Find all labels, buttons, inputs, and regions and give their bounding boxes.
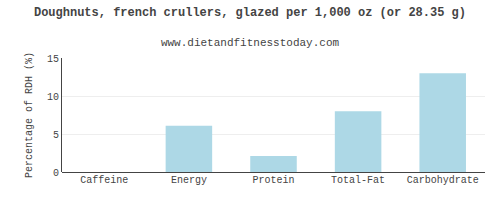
- svg-text:10: 10: [47, 92, 59, 103]
- svg-text:Energy: Energy: [171, 175, 207, 186]
- svg-text:0: 0: [53, 168, 59, 179]
- svg-text:Protein: Protein: [252, 175, 294, 186]
- svg-text:Doughnuts, french crullers, gl: Doughnuts, french crullers, glazed per 1…: [34, 6, 466, 20]
- svg-text:5: 5: [53, 130, 59, 141]
- svg-text:Total-Fat: Total-Fat: [331, 175, 385, 186]
- svg-text:Carbohydrate: Carbohydrate: [407, 175, 479, 186]
- svg-text:Caffeine: Caffeine: [80, 175, 128, 186]
- svg-text:Percentage of RDH (%): Percentage of RDH (%): [24, 52, 35, 178]
- svg-text:www.dietandfitnesstoday.com: www.dietandfitnesstoday.com: [161, 37, 340, 49]
- svg-text:15: 15: [47, 54, 59, 65]
